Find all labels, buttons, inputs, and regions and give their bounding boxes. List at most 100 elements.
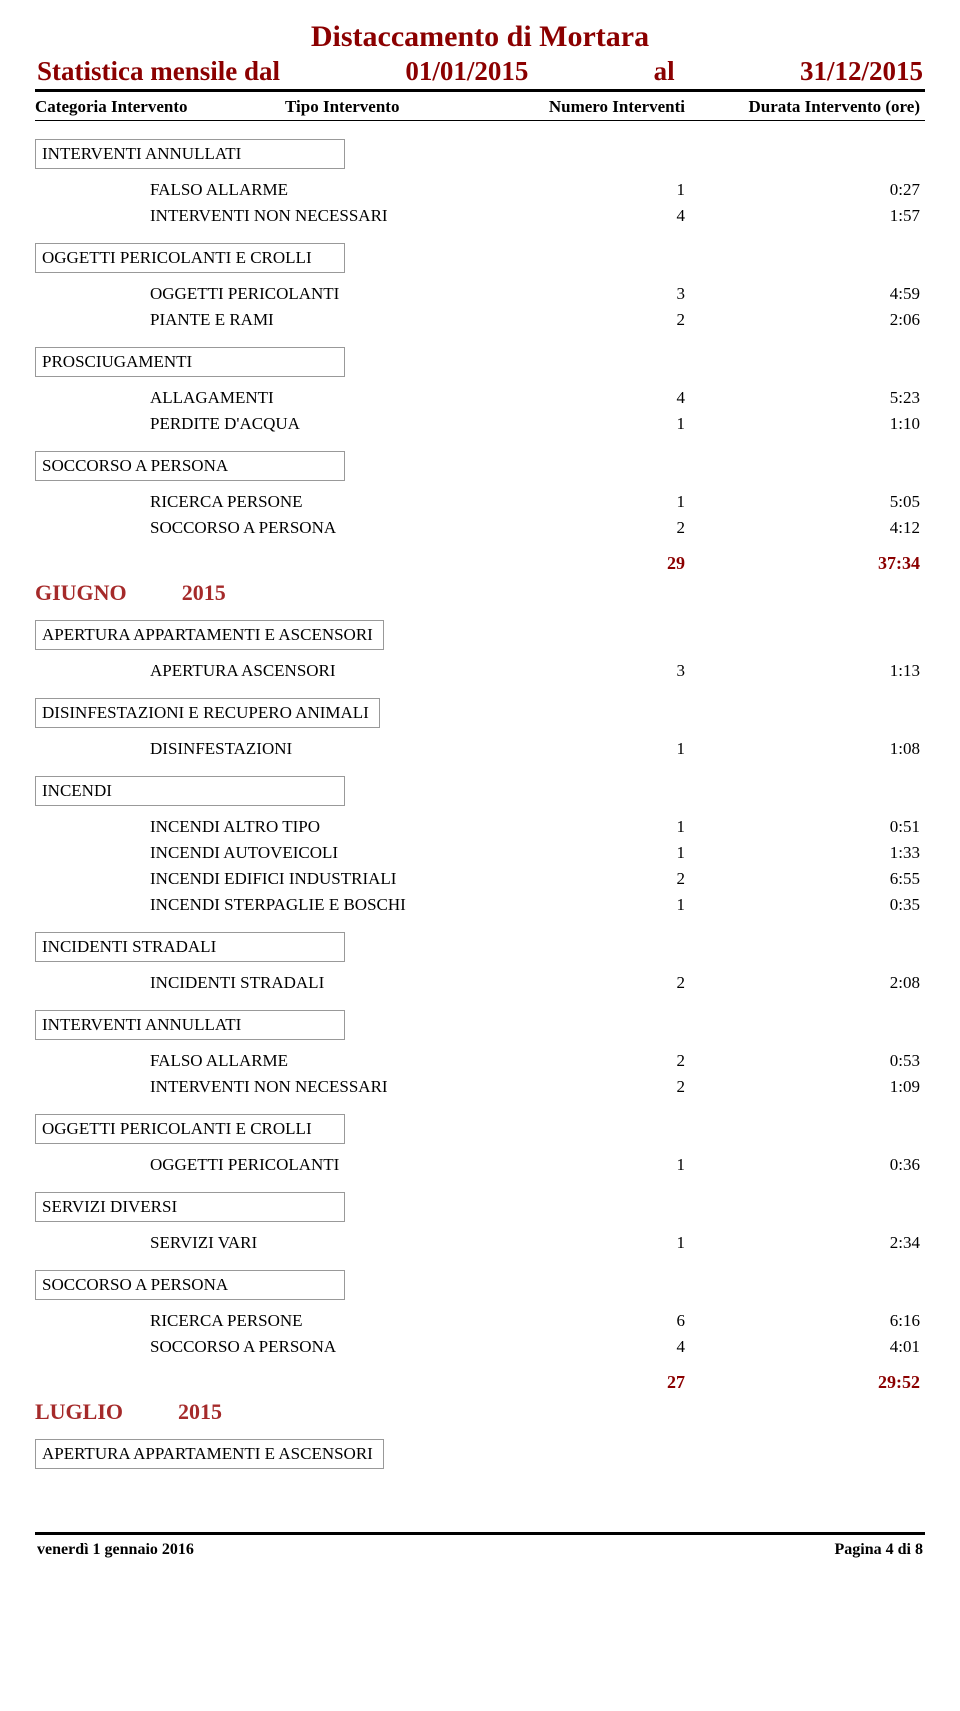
header-categoria: Categoria Intervento xyxy=(35,97,285,117)
row-num: 2 xyxy=(515,1077,715,1097)
footer: venerdì 1 gennaio 2016 Pagina 4 di 8 xyxy=(35,1532,925,1559)
row-dur: 4:12 xyxy=(715,518,925,538)
table-row: INTERVENTI NON NECESSARI21:09 xyxy=(35,1074,925,1100)
row-tipo: INTERVENTI NON NECESSARI xyxy=(35,206,515,226)
category-box: OGGETTI PERICOLANTI E CROLLI xyxy=(35,243,345,273)
total1-dur: 37:34 xyxy=(715,553,925,574)
row-dur: 5:05 xyxy=(715,492,925,512)
row-num: 4 xyxy=(515,388,715,408)
month-total-2: 27 29:52 xyxy=(35,1372,925,1393)
category-box: DISINFESTAZIONI E RECUPERO ANIMALI xyxy=(35,698,380,728)
footer-divider xyxy=(35,1532,925,1535)
row-dur: 1:57 xyxy=(715,206,925,226)
section-block-2: APERTURA APPARTAMENTI E ASCENSORIAPERTUR… xyxy=(35,606,925,1360)
row-tipo: DISINFESTAZIONI xyxy=(35,739,515,759)
category-box: OGGETTI PERICOLANTI E CROLLI xyxy=(35,1114,345,1144)
month2-year: 2015 xyxy=(178,1399,222,1424)
row-tipo: RICERCA PERSONE xyxy=(35,492,515,512)
row-dur: 4:59 xyxy=(715,284,925,304)
row-num: 1 xyxy=(515,739,715,759)
month1-year: 2015 xyxy=(182,580,226,605)
header-tipo: Tipo Intervento xyxy=(285,97,515,117)
header-numero: Numero Interventi xyxy=(515,97,715,117)
row-num: 6 xyxy=(515,1311,715,1331)
row-dur: 5:23 xyxy=(715,388,925,408)
row-dur: 0:36 xyxy=(715,1155,925,1175)
table-row: PIANTE E RAMI22:06 xyxy=(35,307,925,333)
row-dur: 1:08 xyxy=(715,739,925,759)
table-row: FALSO ALLARME10:27 xyxy=(35,177,925,203)
row-dur: 1:13 xyxy=(715,661,925,681)
row-num: 1 xyxy=(515,492,715,512)
category-box: SOCCORSO A PERSONA xyxy=(35,1270,345,1300)
row-tipo: INTERVENTI NON NECESSARI xyxy=(35,1077,515,1097)
row-dur: 6:55 xyxy=(715,869,925,889)
month-heading-giugno: GIUGNO 2015 xyxy=(35,580,925,606)
row-tipo: SOCCORSO A PERSONA xyxy=(35,1337,515,1357)
table-row: SOCCORSO A PERSONA24:12 xyxy=(35,515,925,541)
row-num: 2 xyxy=(515,1051,715,1071)
table-row: OGGETTI PERICOLANTI10:36 xyxy=(35,1152,925,1178)
row-num: 2 xyxy=(515,518,715,538)
table-row: INCENDI AUTOVEICOLI11:33 xyxy=(35,840,925,866)
row-num: 1 xyxy=(515,817,715,837)
row-dur: 1:10 xyxy=(715,414,925,434)
category-box: SOCCORSO A PERSONA xyxy=(35,451,345,481)
row-dur: 1:09 xyxy=(715,1077,925,1097)
table-row: INTERVENTI NON NECESSARI41:57 xyxy=(35,203,925,229)
category-box: PROSCIUGAMENTI xyxy=(35,347,345,377)
table-row: FALSO ALLARME20:53 xyxy=(35,1048,925,1074)
category-box: INCIDENTI STRADALI xyxy=(35,932,345,962)
table-row: DISINFESTAZIONI11:08 xyxy=(35,736,925,762)
row-dur: 4:01 xyxy=(715,1337,925,1357)
row-num: 1 xyxy=(515,414,715,434)
table-row: INCIDENTI STRADALI22:08 xyxy=(35,970,925,996)
divider-thin xyxy=(35,120,925,121)
row-tipo: ALLAGAMENTI xyxy=(35,388,515,408)
row-num: 3 xyxy=(515,284,715,304)
report-title: Distaccamento di Mortara xyxy=(35,20,925,54)
row-num: 4 xyxy=(515,1337,715,1357)
row-dur: 2:06 xyxy=(715,310,925,330)
row-tipo: FALSO ALLARME xyxy=(35,180,515,200)
row-num: 2 xyxy=(515,310,715,330)
row-dur: 6:16 xyxy=(715,1311,925,1331)
table-row: INCENDI EDIFICI INDUSTRIALI26:55 xyxy=(35,866,925,892)
table-row: SOCCORSO A PERSONA44:01 xyxy=(35,1334,925,1360)
category-box: APERTURA APPARTAMENTI E ASCENSORI xyxy=(35,620,384,650)
total2-num: 27 xyxy=(35,1372,715,1393)
row-num: 4 xyxy=(515,206,715,226)
footer-page: Pagina 4 di 8 xyxy=(835,1541,923,1559)
table-row: RICERCA PERSONE15:05 xyxy=(35,489,925,515)
row-tipo: INCENDI EDIFICI INDUSTRIALI xyxy=(35,869,515,889)
row-tipo: INCENDI AUTOVEICOLI xyxy=(35,843,515,863)
row-dur: 0:27 xyxy=(715,180,925,200)
table-header: Categoria Intervento Tipo Intervento Num… xyxy=(35,94,925,119)
row-dur: 1:33 xyxy=(715,843,925,863)
row-num: 1 xyxy=(515,843,715,863)
category-box: SERVIZI DIVERSI xyxy=(35,1192,345,1222)
footer-date: venerdì 1 gennaio 2016 xyxy=(37,1541,194,1559)
row-tipo: INCIDENTI STRADALI xyxy=(35,973,515,993)
date-mid: al xyxy=(654,56,675,87)
row-tipo: PERDITE D'ACQUA xyxy=(35,414,515,434)
row-tipo: SERVIZI VARI xyxy=(35,1233,515,1253)
row-dur: 2:34 xyxy=(715,1233,925,1253)
category-box: APERTURA APPARTAMENTI E ASCENSORI xyxy=(35,1439,384,1469)
row-dur: 2:08 xyxy=(715,973,925,993)
row-dur: 0:51 xyxy=(715,817,925,837)
month-heading-luglio: LUGLIO 2015 xyxy=(35,1399,925,1425)
row-tipo: INCENDI STERPAGLIE E BOSCHI xyxy=(35,895,515,915)
row-num: 2 xyxy=(515,869,715,889)
total2-dur: 29:52 xyxy=(715,1372,925,1393)
subtitle-prefix: Statistica mensile dal xyxy=(37,56,280,87)
section-block-3: APERTURA APPARTAMENTI E ASCENSORI xyxy=(35,1425,925,1477)
month1-name: GIUGNO xyxy=(35,580,127,605)
row-tipo: FALSO ALLARME xyxy=(35,1051,515,1071)
month2-name: LUGLIO xyxy=(35,1399,123,1424)
table-row: SERVIZI VARI12:34 xyxy=(35,1230,925,1256)
report-subtitle-row: Statistica mensile dal 01/01/2015 al 31/… xyxy=(35,56,925,87)
table-row: RICERCA PERSONE66:16 xyxy=(35,1308,925,1334)
table-row: OGGETTI PERICOLANTI34:59 xyxy=(35,281,925,307)
table-row: PERDITE D'ACQUA11:10 xyxy=(35,411,925,437)
